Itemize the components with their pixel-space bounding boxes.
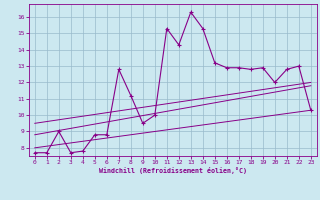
X-axis label: Windchill (Refroidissement éolien,°C): Windchill (Refroidissement éolien,°C) (99, 167, 247, 174)
